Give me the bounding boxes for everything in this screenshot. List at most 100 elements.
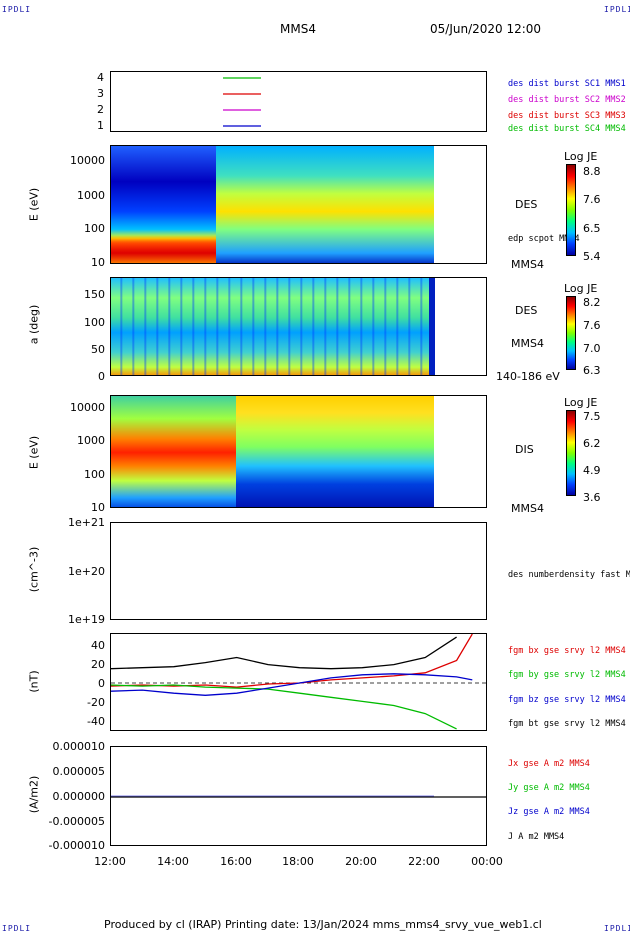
- des-pitch-spectrogram: [111, 278, 434, 375]
- des-pitch-panel: [110, 277, 487, 376]
- cb3-tick-0: 7.5: [583, 410, 601, 423]
- cb1-tick-2: 6.5: [583, 222, 601, 235]
- dis-e-sc-label: MMS4: [511, 502, 544, 515]
- b-ytick-40: 40: [91, 639, 105, 652]
- cb3-colorbar: [566, 410, 576, 496]
- cb2-tick-0: 8.2: [583, 296, 601, 309]
- dis-energy-spectrogram: [111, 396, 434, 507]
- dis-e-label: DIS: [515, 443, 534, 456]
- j-legend-jx: Jx gse A m2 MMS4: [508, 759, 590, 769]
- cb1-tick-0: 8.8: [583, 165, 601, 178]
- j-ytick-1: 0.000005: [52, 765, 106, 778]
- cb1-colorbar: [566, 164, 576, 256]
- dens-legend: des numberdensity fast M: [508, 570, 630, 580]
- burst-legend-sc3: des dist burst SC3 MMS3: [508, 111, 626, 121]
- des-e-ytick-10: 10: [91, 256, 105, 269]
- dis-e-ylabel: E (eV): [27, 435, 41, 470]
- des-e-ytick-1000: 1000: [77, 189, 105, 202]
- cb1-title: Log JE: [564, 150, 598, 163]
- cb2-tick-1: 7.6: [583, 319, 601, 332]
- pitch-label: DES: [515, 304, 538, 317]
- burst-panel: [110, 71, 487, 132]
- des-energy-panel: [110, 145, 487, 264]
- b-ytick-0: 0: [98, 677, 105, 690]
- xtick-1600: 16:00: [220, 855, 252, 868]
- pitch-ytick-0: 0: [98, 370, 105, 383]
- burst-legend-sc2: des dist burst SC2 MMS2: [508, 95, 626, 105]
- dis-e-ytick-100: 100: [84, 468, 105, 481]
- datetime-title: 05/Jun/2020 12:00: [430, 22, 542, 36]
- b-ylabel: (nT): [27, 670, 41, 693]
- burst-plot: [223, 77, 261, 127]
- j-ytick-3: -0.000005: [48, 815, 105, 828]
- burst-legend-sc4: des dist burst SC4 MMS4: [508, 124, 626, 134]
- des-energy-spectrogram: [111, 146, 434, 263]
- j-legend-jz: Jz gse A m2 MMS4: [508, 807, 590, 817]
- burst-ytick-3: 3: [97, 87, 104, 100]
- cb2-title: Log JE: [564, 282, 598, 295]
- burst-ytick-4: 4: [97, 71, 104, 84]
- burst-ytick-1: 1: [97, 119, 104, 132]
- dis-e-ytick-10: 10: [91, 501, 105, 514]
- xtick-1400: 14:00: [157, 855, 189, 868]
- xtick-1800: 18:00: [282, 855, 314, 868]
- des-pitch-dark-strip: [429, 278, 435, 375]
- xtick-2200: 22:00: [408, 855, 440, 868]
- j-legend-jy: Jy gse A m2 MMS4: [508, 783, 590, 793]
- burst-ytick-2: 2: [97, 103, 104, 116]
- j-legend-j: J A m2 MMS4: [508, 832, 565, 842]
- pitch-ytick-50: 50: [91, 343, 105, 356]
- j-ytick-4: -0.000010: [48, 839, 105, 852]
- des-e-label: DES: [515, 198, 538, 211]
- bfield-panel: [110, 633, 487, 731]
- b-ytick-m20: -20: [87, 696, 105, 709]
- xtick-2000: 20:00: [345, 855, 377, 868]
- b-legend-bz: fgm bz gse srvy l2 MMS4: [508, 695, 626, 705]
- j-ylabel: (A/m2): [27, 775, 41, 814]
- j-ytick-2: 0.000000: [52, 790, 106, 803]
- b-legend-by: fgm by gse srvy l2 MMS4: [508, 670, 626, 680]
- pitch-sc-label: MMS4: [511, 337, 544, 350]
- dis-energy-panel: [110, 395, 487, 508]
- cb1-tick-1: 7.6: [583, 193, 601, 206]
- xtick-0000: 00:00: [471, 855, 503, 868]
- pitch-ylabel: a (deg): [27, 304, 41, 345]
- bfield-plot: [111, 634, 486, 730]
- cb1-tick-3: 5.4: [583, 250, 601, 263]
- b-series-by: [111, 684, 457, 730]
- b-series-bt: [111, 636, 457, 670]
- des-e-ytick-100: 100: [84, 222, 105, 235]
- b-ytick-m40: -40: [87, 715, 105, 728]
- cb3-tick-1: 6.2: [583, 437, 601, 450]
- xtick-1200: 12:00: [94, 855, 126, 868]
- cb3-tick-3: 3.6: [583, 491, 601, 504]
- j-ytick-0: 0.000010: [52, 740, 106, 753]
- dens-ytick-2: 1e+19: [68, 613, 105, 626]
- dis-e-ytick-10000: 10000: [70, 401, 105, 414]
- des-e-overlay-label: edp scpot MMS4: [508, 234, 580, 244]
- current-panel: [110, 746, 487, 846]
- b-series-bx: [111, 634, 473, 688]
- b-legend-bx: fgm bx gse srvy l2 MMS4: [508, 646, 626, 656]
- des-e-sc-label: MMS4: [511, 258, 544, 271]
- cb2-tick-2: 7.0: [583, 342, 601, 355]
- b-series-bz: [111, 673, 473, 696]
- dis-e-ytick-1000: 1000: [77, 434, 105, 447]
- cb3-title: Log JE: [564, 396, 598, 409]
- burst-legend-sc1: des dist burst SC1 MMS1: [508, 79, 626, 89]
- corner-label-bottom-right: IPDLI: [604, 924, 630, 933]
- cb3-tick-2: 4.9: [583, 464, 601, 477]
- dens-ylabel: (cm^-3): [27, 546, 41, 593]
- corner-label-top-left: IPDLI: [2, 5, 32, 14]
- cb2-tick-3: 6.3: [583, 364, 601, 377]
- b-ytick-20: 20: [91, 658, 105, 671]
- cb2-colorbar: [566, 296, 576, 370]
- des-e-ytick-10000: 10000: [70, 154, 105, 167]
- pitch-energy-range: 140-186 eV: [496, 370, 560, 383]
- footer-credit: Produced by cl (IRAP) Printing date: 13/…: [104, 918, 542, 931]
- dens-ytick-1: 1e+20: [68, 565, 105, 578]
- spacecraft-title: MMS4: [280, 22, 316, 36]
- pitch-ytick-150: 150: [84, 288, 105, 301]
- current-plot: [111, 795, 486, 798]
- corner-label-top-right: IPDLI: [604, 5, 630, 14]
